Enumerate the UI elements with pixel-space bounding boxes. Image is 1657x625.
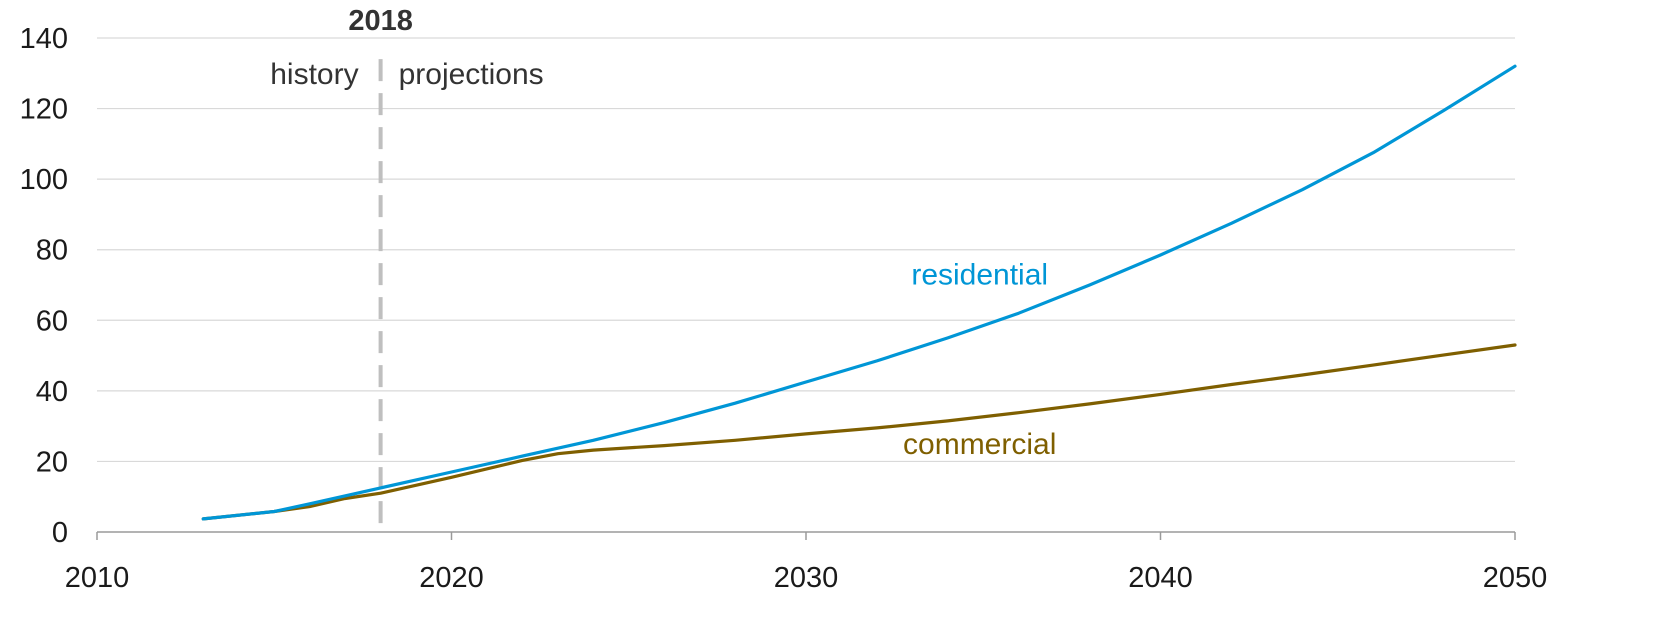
commercial-series-label: commercial <box>903 428 1056 461</box>
x-axis <box>96 531 1516 540</box>
history-label: history <box>270 58 358 91</box>
x-tick-label-2010: 2010 <box>65 562 130 594</box>
x-tick-label-2040: 2040 <box>1128 562 1193 594</box>
x-tick-label-2020: 2020 <box>419 562 484 594</box>
residential-line <box>201 64 1517 521</box>
series-labels: residential commercial <box>903 258 1056 460</box>
x-tick-label-2030: 2030 <box>774 562 839 594</box>
y-axis-tick-labels: 0 20 40 60 80 100 120 140 <box>20 23 68 549</box>
y-tick-label-20: 20 <box>36 446 68 478</box>
projections-label: projections <box>399 58 544 91</box>
x-tick-label-2050: 2050 <box>1483 562 1548 594</box>
history-projection-divider: 2018 history projections <box>270 5 544 532</box>
y-tick-label-40: 40 <box>36 376 68 408</box>
y-tick-label-100: 100 <box>20 164 68 196</box>
gridlines <box>97 37 1515 463</box>
residential-series-label: residential <box>911 258 1048 291</box>
y-tick-label-140: 140 <box>20 23 68 55</box>
y-tick-label-60: 60 <box>36 305 68 337</box>
y-tick-label-120: 120 <box>20 94 68 126</box>
series-lines <box>201 64 1517 521</box>
y-tick-label-80: 80 <box>36 235 68 267</box>
x-axis-tick-labels: 2010 2020 2030 2040 2050 <box>65 562 1548 594</box>
commercial-line <box>201 343 1517 521</box>
y-tick-label-0: 0 <box>52 517 68 549</box>
divider-year-label: 2018 <box>348 5 413 37</box>
